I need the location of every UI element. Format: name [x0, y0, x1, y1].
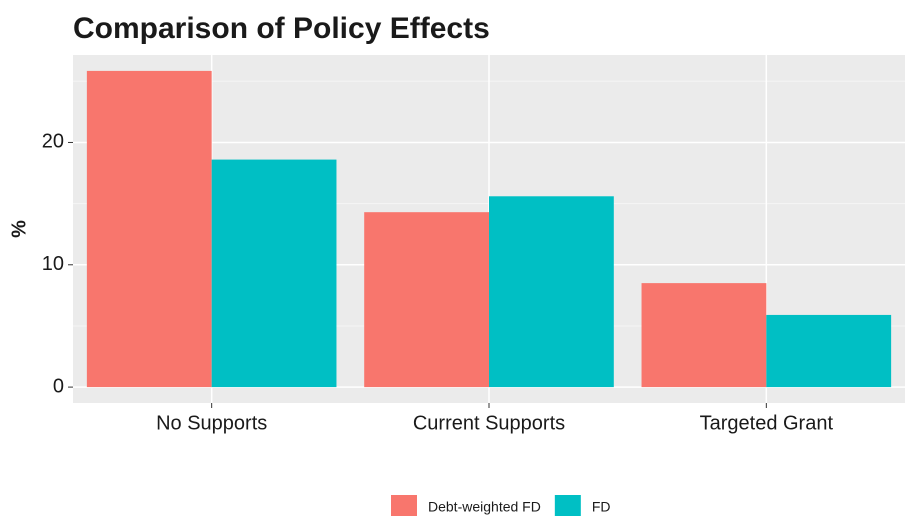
y-tick-label: 20	[42, 131, 64, 153]
legend-label: Debt-weighted FD	[428, 499, 541, 515]
bar	[766, 314, 892, 388]
chart-title: Comparison of Policy Effects	[73, 12, 490, 45]
y-axis-title: %	[8, 220, 30, 238]
bar	[489, 196, 614, 388]
x-tick-label: Targeted Grant	[700, 412, 834, 434]
y-tick-label: 10	[42, 253, 64, 275]
x-tick-label: No Supports	[156, 412, 267, 434]
bar	[364, 212, 489, 388]
legend-key	[554, 495, 581, 516]
bar	[641, 283, 767, 388]
x-tick-label: Current Supports	[413, 412, 565, 434]
bar	[211, 159, 337, 388]
y-tick-label: 0	[53, 375, 64, 397]
legend-label: FD	[592, 499, 611, 515]
legend-key	[391, 495, 417, 516]
bar	[86, 70, 212, 388]
